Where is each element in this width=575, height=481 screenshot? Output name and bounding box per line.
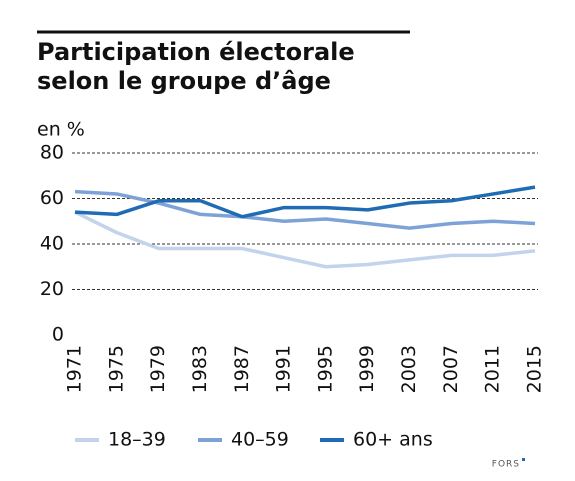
x-tick-label: 1975: [105, 345, 127, 393]
y-tick-label: 40: [40, 233, 64, 255]
chart-title: Participation électorale selon le groupe…: [37, 38, 355, 95]
y-tick-label: 60: [40, 187, 64, 209]
y-tick-label: 0: [52, 324, 64, 346]
legend-label: 18–39: [108, 429, 166, 451]
x-tick-label: 1987: [231, 345, 253, 393]
source: FORS: [492, 460, 520, 470]
x-tick-label: 1983: [189, 345, 211, 393]
y-tick-label: 20: [40, 278, 64, 300]
y-axis-label: en %: [37, 119, 85, 141]
x-tick-label: 1979: [147, 345, 169, 393]
x-tick-label: 1971: [64, 345, 86, 393]
x-tick-label: 2003: [398, 345, 420, 393]
x-tick-label: 2011: [482, 345, 504, 393]
x-tick-label: 1995: [314, 345, 336, 393]
legend-label: 40–59: [231, 429, 289, 451]
x-tick-label: 2007: [440, 345, 462, 393]
x-tick-label: 2015: [524, 345, 546, 393]
x-tick-label: 1991: [273, 345, 295, 393]
source-icon: [522, 458, 525, 461]
y-tick-label: 80: [40, 142, 64, 164]
x-tick-label: 1999: [356, 345, 378, 393]
series-line: [74, 210, 536, 269]
legend-label: 60+ ans: [353, 429, 433, 451]
series-line: [74, 185, 536, 219]
